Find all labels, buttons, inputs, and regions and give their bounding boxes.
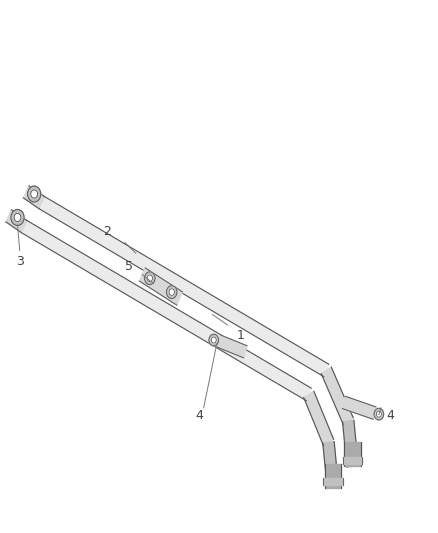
Polygon shape [6, 210, 27, 232]
Text: 4: 4 [386, 409, 394, 422]
Circle shape [376, 411, 381, 417]
Polygon shape [304, 391, 334, 446]
Text: 5: 5 [125, 260, 133, 273]
Circle shape [209, 334, 219, 346]
Circle shape [374, 408, 384, 420]
Circle shape [169, 289, 174, 295]
Circle shape [147, 275, 152, 281]
Polygon shape [21, 220, 311, 401]
Circle shape [28, 186, 41, 202]
Polygon shape [344, 442, 361, 466]
Polygon shape [343, 457, 362, 464]
Polygon shape [321, 367, 353, 424]
Polygon shape [39, 196, 329, 377]
Circle shape [11, 209, 24, 225]
Polygon shape [325, 464, 341, 488]
Polygon shape [139, 268, 183, 305]
Text: 4: 4 [195, 409, 203, 422]
Polygon shape [217, 335, 247, 358]
Polygon shape [323, 441, 339, 489]
Text: 3: 3 [16, 255, 24, 268]
Text: 2: 2 [103, 225, 111, 238]
Circle shape [211, 337, 216, 343]
Polygon shape [343, 396, 376, 419]
Polygon shape [24, 186, 44, 208]
Polygon shape [323, 478, 343, 485]
Circle shape [14, 213, 21, 222]
Circle shape [31, 190, 38, 198]
Polygon shape [343, 420, 358, 467]
Circle shape [166, 286, 177, 298]
Text: 1: 1 [237, 329, 245, 342]
Circle shape [145, 272, 155, 285]
